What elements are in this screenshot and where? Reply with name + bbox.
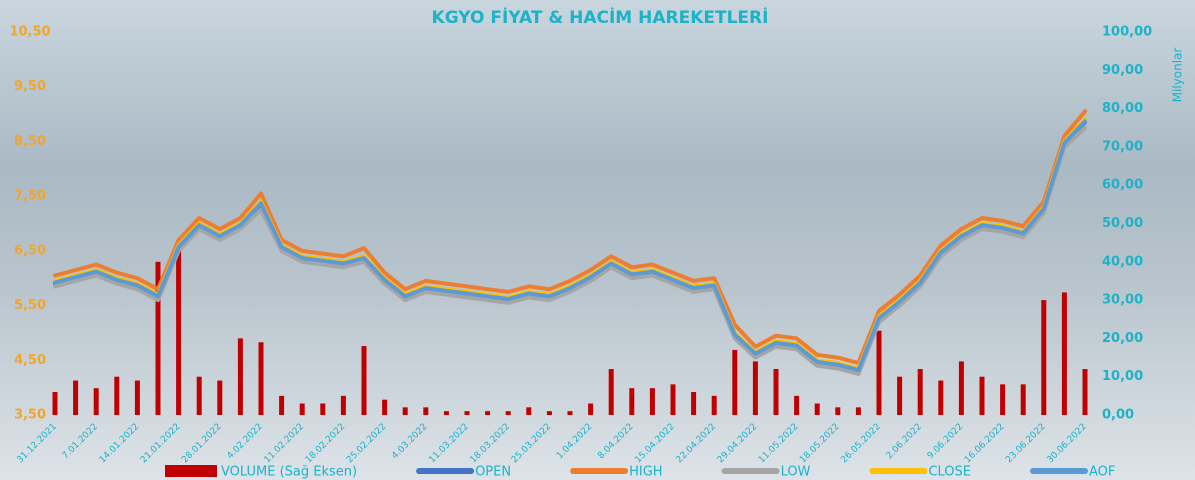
volume-bar — [1041, 300, 1046, 415]
volume-bar — [506, 411, 511, 415]
volume-bar — [547, 411, 552, 415]
y2-tick-label: 100,00 — [1102, 25, 1152, 40]
y-tick-label: 8,50 — [14, 134, 46, 149]
volume-bar — [877, 331, 882, 415]
volume-bar — [279, 396, 284, 415]
page: KGYO FİYAT & HACİM HAREKETLERİ Milyonlar… — [0, 0, 1195, 480]
volume-bar — [114, 377, 119, 415]
y2-tick-label: 70,00 — [1102, 139, 1143, 154]
volume-bar — [568, 411, 573, 415]
y-tick-label: 9,50 — [14, 79, 46, 94]
volume-bar — [1062, 292, 1067, 415]
volume-bar — [197, 377, 202, 415]
chart: KGYO FİYAT & HACİM HAREKETLERİ Milyonlar… — [0, 0, 1195, 480]
y-tick-label: 7,50 — [14, 189, 46, 204]
y-tick-label: 4,50 — [14, 353, 46, 368]
volume-bar — [918, 369, 923, 415]
volume-bar — [341, 396, 346, 415]
volume-bar — [959, 361, 964, 415]
volume-bar — [753, 361, 758, 415]
volume-bar — [835, 407, 840, 415]
volume-bar — [53, 392, 58, 415]
y2-tick-label: 20,00 — [1102, 331, 1143, 346]
volume-bar — [650, 388, 655, 415]
volume-bar — [135, 381, 140, 415]
legend-label: VOLUME (Sağ Eksen) — [221, 465, 357, 480]
legend-swatch — [165, 465, 217, 477]
volume-bar — [300, 404, 305, 415]
volume-bar — [1083, 369, 1088, 415]
y2-tick-label: 60,00 — [1102, 178, 1143, 193]
volume-bar — [629, 388, 634, 415]
volume-bar — [794, 396, 799, 415]
volume-bar — [671, 384, 676, 415]
legend-label: OPEN — [475, 465, 511, 480]
volume-bar — [980, 377, 985, 415]
volume-bar — [938, 381, 943, 415]
volume-bar — [238, 338, 243, 415]
volume-bar — [423, 407, 428, 415]
volume-bar — [362, 346, 367, 415]
y-tick-label: 10,50 — [9, 25, 50, 40]
volume-bar — [815, 404, 820, 415]
volume-bar — [485, 411, 490, 415]
y2-tick-label: 50,00 — [1102, 216, 1143, 231]
legend-label: HIGH — [629, 465, 662, 480]
volume-bar — [897, 377, 902, 415]
volume-bar — [382, 400, 387, 415]
volume-bar — [732, 350, 737, 415]
y2-tick-label: 0,00 — [1102, 408, 1134, 423]
volume-bar — [465, 411, 470, 415]
volume-bar — [856, 407, 861, 415]
volume-bar — [217, 381, 222, 415]
y2-axis-title: Milyonlar — [1171, 48, 1185, 103]
volume-bar — [774, 369, 779, 415]
chart-title: KGYO FİYAT & HACİM HAREKETLERİ — [432, 6, 769, 28]
volume-bar — [712, 396, 717, 415]
volume-bar — [403, 407, 408, 415]
volume-bar — [1021, 384, 1026, 415]
volume-bar — [691, 392, 696, 415]
volume-bar — [73, 381, 78, 415]
volume-bar — [176, 243, 181, 415]
legend-label: LOW — [781, 465, 811, 480]
volume-bar — [609, 369, 614, 415]
y2-tick-label: 90,00 — [1102, 63, 1143, 78]
volume-bar — [94, 388, 99, 415]
y-tick-label: 5,50 — [14, 298, 46, 313]
legend-label: CLOSE — [928, 465, 971, 480]
volume-bar — [320, 404, 325, 415]
y2-tick-label: 40,00 — [1102, 254, 1143, 269]
y2-tick-label: 80,00 — [1102, 101, 1143, 116]
legend-label: AOF — [1089, 465, 1115, 480]
y2-tick-label: 30,00 — [1102, 293, 1143, 308]
volume-bar — [588, 404, 593, 415]
y-tick-label: 6,50 — [14, 243, 46, 258]
y2-tick-label: 10,00 — [1102, 369, 1143, 384]
volume-bar — [444, 411, 449, 415]
volume-bar — [526, 407, 531, 415]
y-tick-label: 3,50 — [14, 408, 46, 423]
volume-bar — [259, 342, 264, 415]
volume-bar — [1000, 384, 1005, 415]
